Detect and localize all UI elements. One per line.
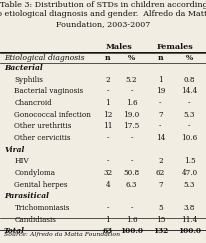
Text: 11.4: 11.4: [180, 216, 197, 224]
Text: Parasitical: Parasitical: [4, 192, 49, 200]
Text: Source: Alfredo da Matta Foundation: Source: Alfredo da Matta Foundation: [4, 233, 120, 237]
Text: Candidiasis: Candidiasis: [14, 216, 56, 224]
Text: 47.0: 47.0: [180, 169, 197, 177]
Text: %: %: [127, 54, 135, 62]
Text: 6.3: 6.3: [125, 181, 136, 189]
Text: 3.8: 3.8: [183, 204, 194, 212]
Text: Genital herpes: Genital herpes: [14, 181, 68, 189]
Text: 5.3: 5.3: [183, 181, 194, 189]
Text: Condyloma: Condyloma: [14, 169, 55, 177]
Text: 19: 19: [155, 87, 164, 95]
Text: Total: Total: [4, 227, 25, 235]
Text: 7: 7: [157, 181, 162, 189]
Text: 1: 1: [105, 216, 109, 224]
Text: Females: Females: [156, 43, 192, 51]
Text: -: -: [106, 87, 108, 95]
Text: Table 3: Distribution of STDs in children according: Table 3: Distribution of STDs in childre…: [0, 1, 206, 9]
Text: -: -: [130, 204, 132, 212]
Text: 62: 62: [155, 169, 164, 177]
Text: -: -: [130, 157, 132, 165]
Text: Trichomoniasis: Trichomoniasis: [14, 204, 70, 212]
Text: -: -: [158, 122, 161, 130]
Text: 2: 2: [157, 157, 162, 165]
Text: 1.6: 1.6: [125, 99, 137, 107]
Text: n: n: [104, 54, 110, 62]
Text: Bacterial vaginosis: Bacterial vaginosis: [14, 87, 83, 95]
Text: 14: 14: [155, 134, 164, 142]
Text: Other urethritis: Other urethritis: [14, 122, 71, 130]
Text: Males: Males: [105, 43, 132, 51]
Text: 0.8: 0.8: [183, 76, 194, 84]
Text: 12: 12: [102, 111, 112, 119]
Text: 7: 7: [157, 111, 162, 119]
Text: 32: 32: [103, 169, 112, 177]
Text: -: -: [106, 204, 108, 212]
Text: 14.4: 14.4: [180, 87, 197, 95]
Text: 1.6: 1.6: [125, 216, 137, 224]
Text: Etiological diagnosis: Etiological diagnosis: [4, 54, 84, 62]
Text: -: -: [130, 87, 132, 95]
Text: 17.5: 17.5: [123, 122, 139, 130]
Text: 5.2: 5.2: [125, 76, 137, 84]
Text: 132: 132: [152, 227, 167, 235]
Text: -: -: [130, 134, 132, 142]
Text: Gonococcal infection: Gonococcal infection: [14, 111, 91, 119]
Text: 11: 11: [102, 122, 112, 130]
Text: Other cervicitis: Other cervicitis: [14, 134, 71, 142]
Text: -: -: [158, 99, 161, 107]
Text: -: -: [187, 99, 190, 107]
Text: Syphilis: Syphilis: [14, 76, 43, 84]
Text: -: -: [106, 134, 108, 142]
Text: 1: 1: [105, 99, 109, 107]
Text: 1: 1: [157, 76, 162, 84]
Text: 2: 2: [105, 76, 109, 84]
Text: 100.0: 100.0: [119, 227, 142, 235]
Text: Viral: Viral: [4, 146, 24, 154]
Text: 15: 15: [155, 216, 164, 224]
Text: -: -: [187, 122, 190, 130]
Text: 5.3: 5.3: [183, 111, 194, 119]
Text: %: %: [185, 54, 192, 62]
Text: Bacterial: Bacterial: [4, 64, 43, 72]
Text: 1.5: 1.5: [183, 157, 194, 165]
Text: 4: 4: [105, 181, 109, 189]
Text: 19.0: 19.0: [123, 111, 139, 119]
Text: to etiological diagnosis and gender.  Alfredo da Matta: to etiological diagnosis and gender. Alf…: [0, 10, 206, 18]
Text: Chancroid: Chancroid: [14, 99, 52, 107]
Text: 63: 63: [102, 227, 112, 235]
Text: Foundation, 2003-2007: Foundation, 2003-2007: [56, 20, 150, 28]
Text: -: -: [106, 157, 108, 165]
Text: 50.8: 50.8: [123, 169, 139, 177]
Text: 10.6: 10.6: [180, 134, 197, 142]
Text: 5: 5: [157, 204, 162, 212]
Text: HIV: HIV: [14, 157, 29, 165]
Text: n: n: [157, 54, 163, 62]
Text: 100.0: 100.0: [177, 227, 200, 235]
